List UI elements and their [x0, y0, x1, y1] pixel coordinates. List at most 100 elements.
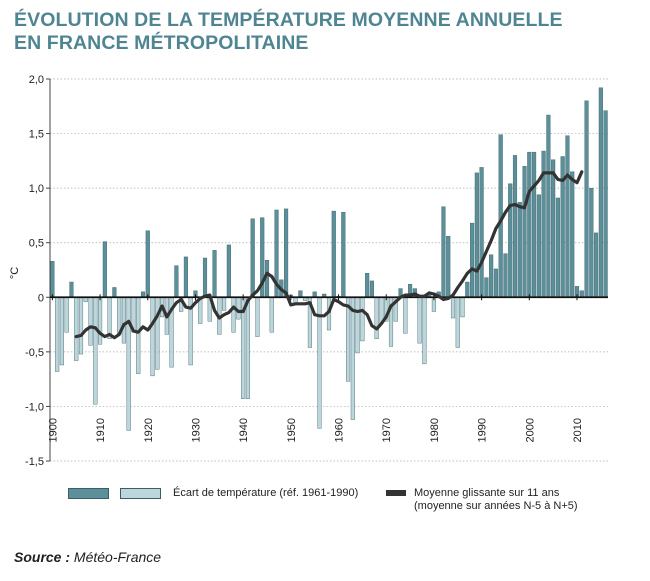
bars-layer [50, 87, 608, 431]
bar [74, 297, 79, 361]
x-tick-label: 1920 [143, 418, 155, 442]
bar [465, 281, 470, 298]
bar [226, 244, 231, 298]
bar [341, 211, 346, 298]
y-tick-label: -0,5 [25, 347, 44, 359]
bar [484, 277, 489, 298]
source-label: Source : [14, 549, 71, 565]
x-tick-label: 2010 [572, 418, 584, 442]
bar [594, 232, 599, 298]
y-tick-label: 0 [38, 292, 44, 304]
x-axis: 1900 1910 1920 1930 1940 1950 1960 1970 1980 1990… [47, 294, 584, 442]
bar [489, 254, 494, 298]
bar [88, 297, 93, 346]
bar [55, 297, 60, 372]
bar [584, 100, 589, 298]
bar [603, 110, 608, 298]
y-tick-label: -1,0 [25, 401, 44, 413]
bar [512, 155, 518, 298]
bar [527, 151, 532, 298]
legend-swatch-positive [68, 488, 109, 499]
legend-line-swatch [386, 490, 406, 496]
moving-average-line [74, 170, 584, 340]
legend-line-label-1: Moyenne glissante sur 11 ans [414, 487, 560, 499]
bar [417, 297, 422, 344]
bar [269, 297, 274, 333]
bar [107, 297, 112, 339]
y-tick-label: 0,5 [29, 238, 44, 250]
bar [98, 297, 103, 345]
bar [298, 290, 303, 298]
bar [150, 297, 155, 377]
bar [212, 250, 217, 298]
bar [446, 235, 451, 298]
bar [350, 297, 355, 420]
bar [450, 297, 456, 319]
y-tick-label: -1,5 [25, 456, 44, 468]
bar [136, 297, 141, 374]
bar [589, 187, 594, 298]
bar [183, 256, 188, 298]
chart-title: ÉVOLUTION DE LA TEMPÉRATURE MOYENNE ANNU… [14, 9, 563, 55]
bar [479, 167, 484, 298]
bar [369, 280, 374, 298]
bar [59, 297, 64, 366]
y-axis-label: °C [9, 267, 21, 279]
bar [546, 114, 551, 298]
bar [155, 297, 160, 370]
bar [470, 222, 475, 298]
x-tick-label: 2000 [524, 418, 536, 442]
bar [365, 273, 370, 298]
x-tick-label: 1930 [190, 418, 202, 442]
bar [284, 208, 289, 298]
bar [69, 281, 74, 298]
bar [355, 297, 360, 354]
bar [121, 297, 126, 344]
bar [112, 287, 117, 298]
bar [565, 135, 570, 298]
x-tick-label: 1980 [429, 418, 441, 442]
bar [555, 197, 560, 298]
x-tick-label: 1940 [238, 418, 250, 442]
bar [174, 265, 179, 298]
legend-line-label-2: (moyenne sur années N-5 à N+5) [414, 500, 578, 512]
bar [517, 202, 522, 298]
bar [536, 194, 541, 298]
bar [455, 297, 460, 348]
y-tick-label: 1,0 [29, 183, 44, 195]
x-tick-label: 1970 [381, 418, 393, 442]
bar [460, 297, 465, 318]
bar [522, 166, 527, 298]
bar [503, 253, 508, 298]
bar [50, 261, 55, 298]
legend-swatch-negative [120, 488, 161, 499]
bar [222, 297, 227, 311]
bar [508, 183, 513, 298]
x-tick-label: 1990 [477, 418, 489, 442]
bar [145, 230, 150, 298]
temperature-chart: 2,0 1,5 1,0 0,5 0 -0,5 -1,0 -1,5 °C 1900 1910 192… [9, 74, 608, 468]
bar [374, 297, 379, 339]
x-tick-label: 1950 [286, 418, 298, 442]
bar [250, 218, 255, 298]
bar [570, 171, 575, 298]
bar [551, 159, 556, 298]
bar [346, 297, 351, 382]
x-tick-label: 1900 [47, 418, 59, 442]
x-tick-label: 1960 [334, 418, 346, 442]
bar [403, 297, 408, 334]
bar [441, 206, 446, 298]
bar [532, 151, 537, 298]
legend-bars-label: Écart de température (réf. 1961-1990) [173, 487, 359, 499]
chart-title-line-2: EN FRANCE MÉTROPOLITAINE [14, 32, 309, 54]
y-axis: 2,0 1,5 1,0 0,5 0 -0,5 -1,0 -1,5 [25, 74, 51, 468]
bar [78, 297, 84, 355]
chart-title-line-1: ÉVOLUTION DE LA TEMPÉRATURE MOYENNE ANNU… [14, 9, 563, 31]
bar [255, 297, 260, 337]
legend-line-label: Moyenne glissante sur 11 ans (moyenne su… [414, 487, 578, 513]
source-note: Source : Météo-France [14, 549, 161, 565]
y-tick-label: 1,5 [29, 129, 44, 141]
source-value: Météo-France [73, 549, 162, 565]
bar [422, 297, 427, 365]
bar [493, 268, 498, 298]
